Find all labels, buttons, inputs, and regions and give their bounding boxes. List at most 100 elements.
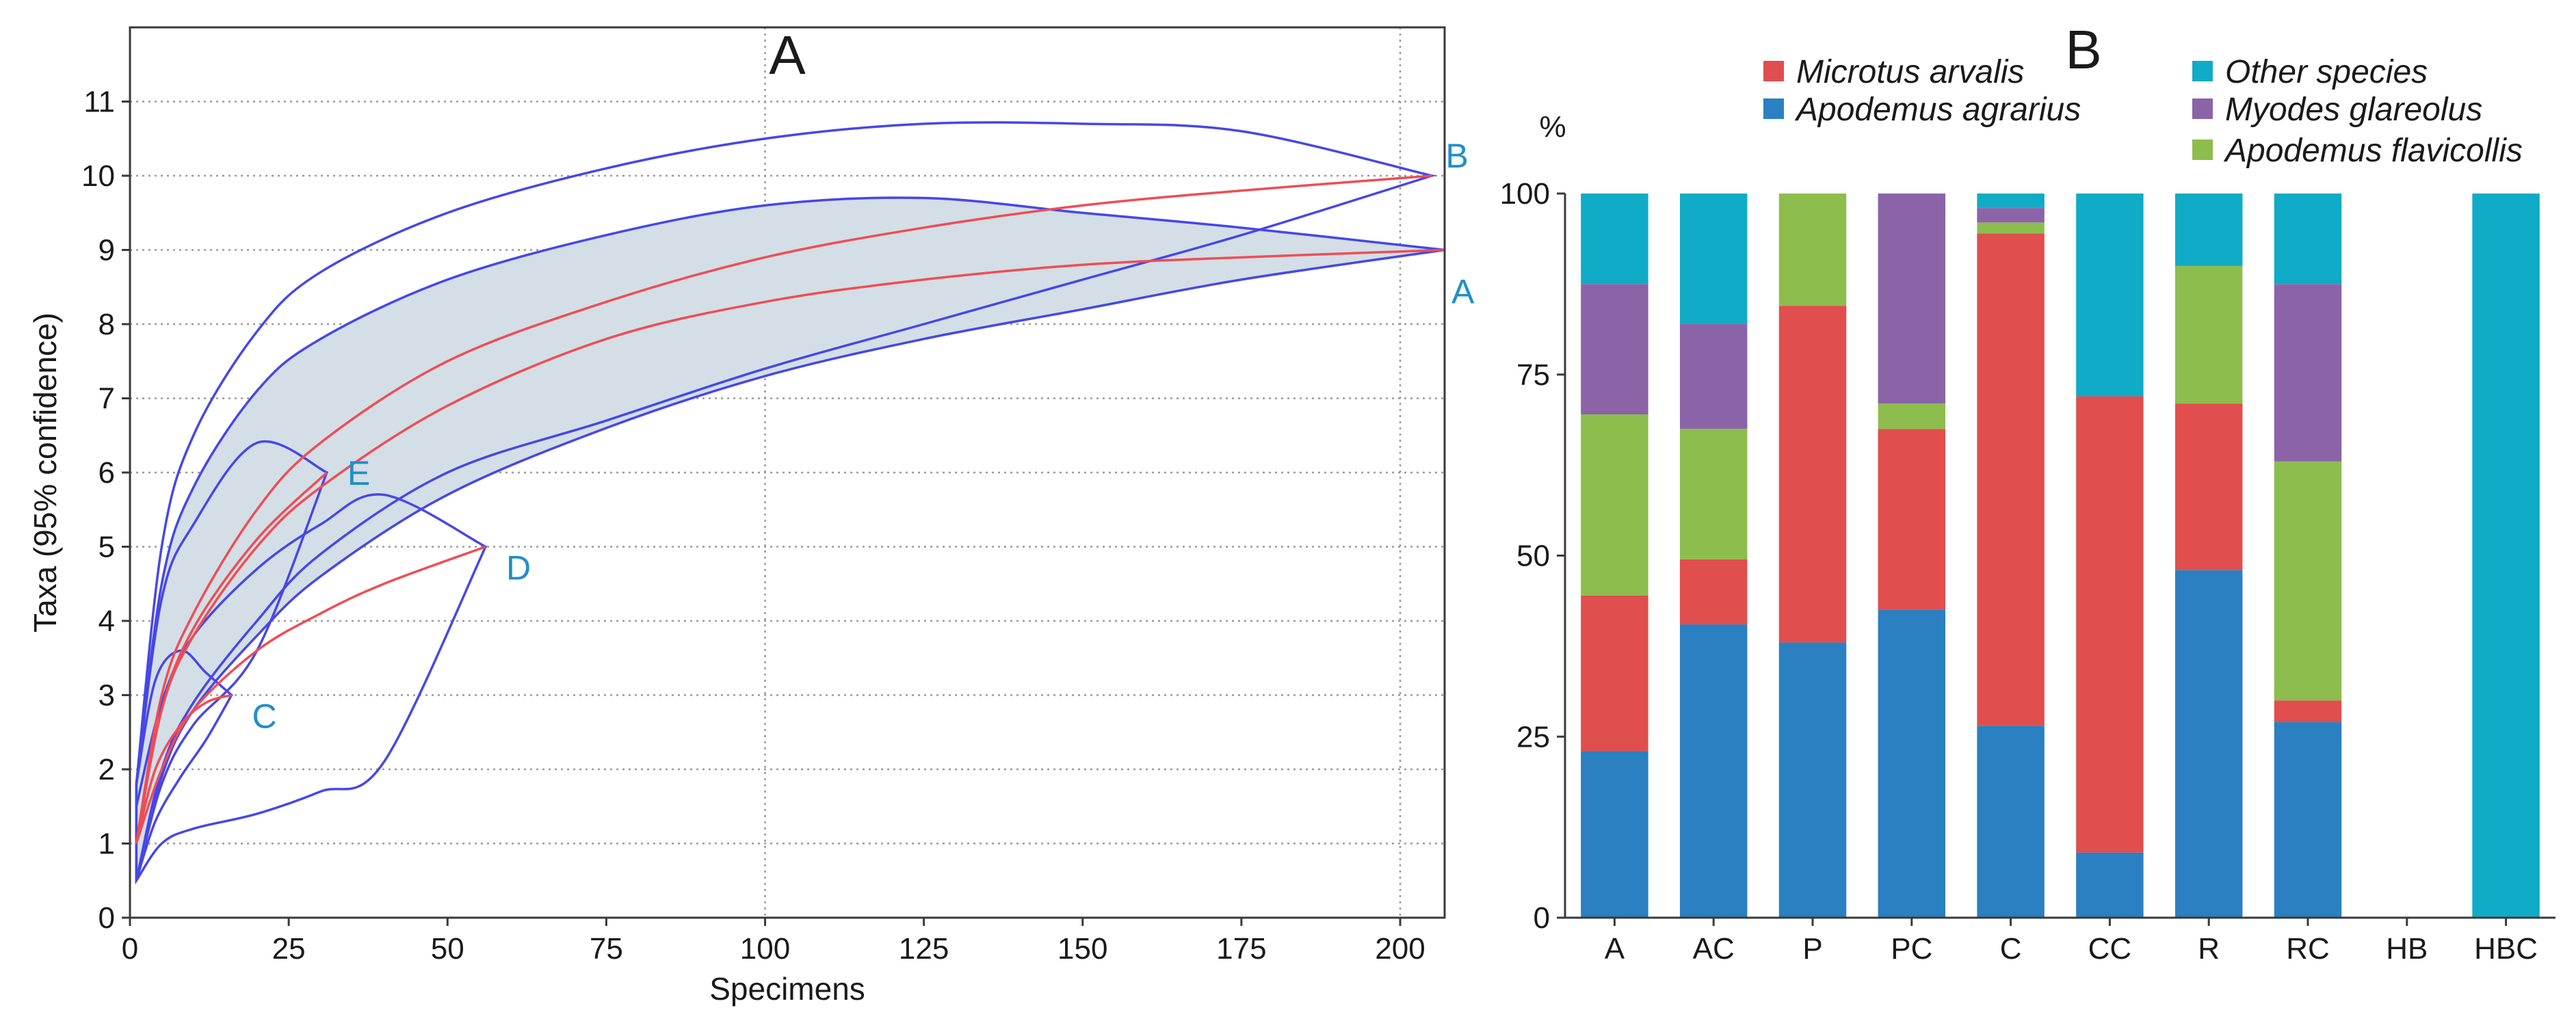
x-tick-label: PC [1891,932,1932,966]
y-tick-label: 6 [98,456,115,490]
bar-segment [1679,624,1748,918]
bar-segment [1778,306,1847,643]
y-tick-label: 0 [98,901,115,935]
panel-a-curve-labels: A B C D E [252,137,1475,736]
bar-segment [1977,222,2045,234]
legend-label: Apodemus flavicollis [2223,133,2523,169]
x-tick-label: AC [1693,932,1735,966]
rarefaction-curve-A [135,248,1445,844]
bar-segment [1878,609,1946,918]
bar-segment [2174,570,2243,918]
curve-label-C: C [252,698,277,736]
bar-segment [1679,194,1748,324]
confidence-band-E [135,440,329,881]
legend-swatch [1763,61,1784,81]
panel-a-confidence-bands [135,121,1445,885]
y-tick-label: 75 [1516,358,1550,392]
bar-segment [2274,461,2342,701]
curve-label-B: B [1445,137,1468,175]
panel-a-y-axis-label: Taxa (95% confidence) [27,313,63,633]
y-tick-label: 50 [1516,540,1550,573]
x-tick-label: P [1802,932,1822,966]
panel-a-y-ticks: 0 1 2 3 4 5 6 7 8 9 10 11 [81,85,130,935]
x-tick-label: 150 [1057,932,1107,966]
y-tick-label: 11 [83,85,115,119]
x-tick-label: 200 [1375,932,1425,966]
curve-label-E: E [347,454,370,492]
y-tick-label: 4 [98,605,115,638]
confidence-band-B [135,121,1437,881]
bar-segment [2174,403,2243,570]
y-tick-label: 5 [98,531,115,564]
bar-segment [2274,722,2342,918]
panel-a-grid [130,27,1445,918]
bar-segment [2174,194,2243,266]
panel-a-rarefaction-curves [135,174,1445,845]
x-tick-label: 0 [122,932,138,966]
panel-b-letter: B [2065,19,2101,80]
confidence-band-A [135,196,1445,881]
bar-segment [1977,194,2045,209]
x-tick-label: 50 [431,932,464,966]
legend-label: Myodes glareolus [2225,92,2482,128]
bar-segment [1679,559,1748,625]
panel-a: 0 1 2 3 4 5 6 7 8 9 10 11 0 25 50 75 100 125 150 175 200 A B… [27,25,1475,1007]
bar-segment [1679,429,1748,559]
bar-segment [1581,751,1648,918]
x-tick-label: HB [2386,932,2428,966]
bar-segment [1977,726,2045,918]
curve-label-D: D [506,549,531,587]
legend-swatch [1763,98,1784,119]
panel-b-stacked-bars [1581,194,2540,918]
x-tick-label: A [1605,932,1625,966]
panel-b-y-axis-label: % [1539,110,1566,144]
rarefaction-curve-E [135,471,328,844]
x-tick-label: HBC [2474,932,2538,966]
y-tick-label: 8 [98,308,115,341]
bar-segment [1778,194,1847,306]
bar-segment [1977,233,2045,726]
rarefaction-curve-D [135,545,486,845]
bar-segment [1778,642,1847,918]
curve-label-A: A [1451,273,1475,311]
bar-segment [1581,595,1648,752]
legend-swatch [2192,61,2213,81]
bar-segment [1977,208,2045,223]
y-tick-label: 0 [1534,901,1550,935]
x-tick-label: CC [2088,932,2132,966]
bar-segment [1581,284,1648,414]
x-tick-label: 125 [899,932,949,966]
bar-segment [1878,403,1946,429]
x-tick-label: R [2198,932,2220,966]
legend-label: Apodemus agrarius [1794,92,2081,128]
y-tick-label: 7 [98,382,115,416]
y-tick-label: 100 [1500,177,1550,211]
panel-a-x-axis-label: Specimens [709,971,865,1007]
y-tick-label: 3 [98,679,115,713]
x-tick-label: 75 [590,932,623,966]
panel-a-letter: A [769,25,806,85]
panel-a-x-ticks: 0 25 50 75 100 125 150 175 200 [122,918,1425,966]
x-tick-label: 25 [272,932,306,966]
y-tick-label: 1 [98,827,115,861]
bar-segment [1878,429,1946,610]
y-tick-label: 2 [98,753,115,786]
bar-segment [1878,194,1946,404]
bar-segment [1581,414,1648,596]
rarefaction-curve-B [135,174,1432,844]
x-tick-label: 175 [1216,932,1266,966]
y-tick-label: 10 [81,159,115,193]
x-tick-label: C [2000,932,2022,966]
legend-swatch [2192,140,2213,160]
bar-segment [2174,265,2243,404]
bar-segment [2076,194,2144,397]
bar-segment [2076,852,2144,918]
bar-segment [2274,700,2342,723]
bar-segment [2274,284,2342,462]
panel-b-x-ticks: A AC P PC C CC R RC HB HBC [1605,918,2538,966]
bar-segment [2472,194,2540,918]
bar-segment [1581,194,1648,284]
